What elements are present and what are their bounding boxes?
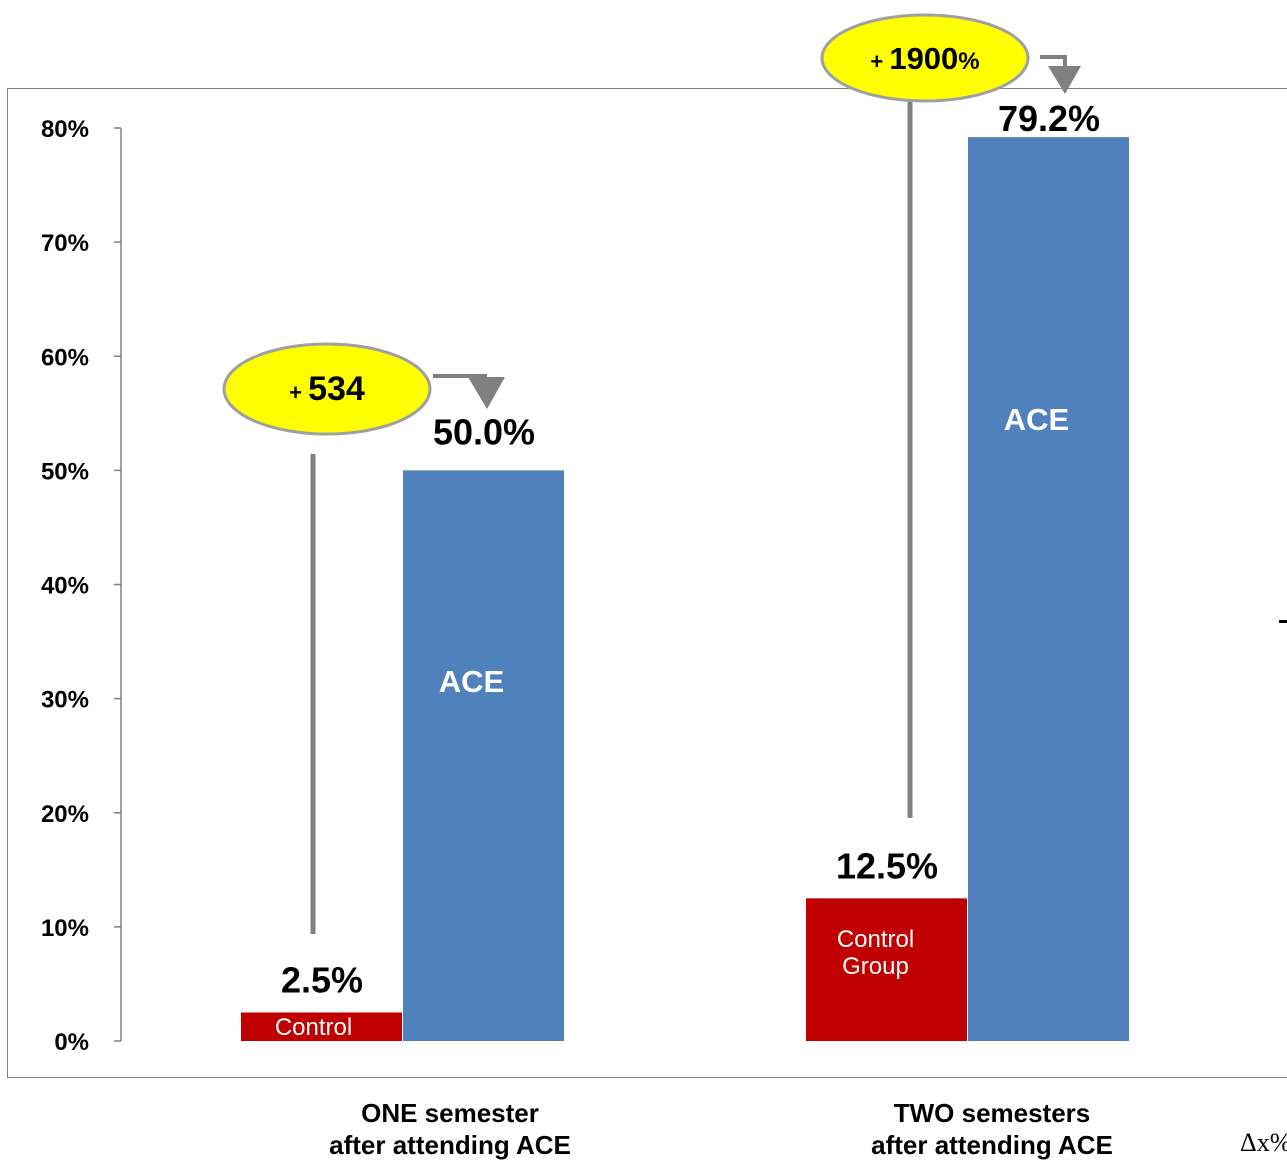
- ace-value-label: 50.0%: [433, 411, 535, 452]
- annotation-suffix: %: [958, 48, 979, 75]
- y-tick-label: 70%: [41, 230, 89, 257]
- annotation-text: + 1900%: [870, 41, 979, 76]
- control-bar-label: Group: [842, 953, 909, 980]
- annotation-sign: +: [870, 49, 889, 74]
- y-tick-label: 10%: [41, 915, 89, 942]
- y-tick-label: 80%: [41, 116, 89, 143]
- chart-frame: [7, 88, 1287, 1078]
- annotation-arrow-head: [468, 377, 505, 409]
- x-category-line: after attending ACE: [329, 1130, 571, 1160]
- y-tick-label: 60%: [41, 344, 89, 371]
- x-category-label-one-semester: ONE semester after attending ACE: [285, 1097, 615, 1161]
- ace-value-label: 79.2%: [998, 98, 1100, 139]
- control-bar: [241, 1012, 402, 1041]
- annotation-arrow-head: [1048, 66, 1081, 94]
- y-tick-label: 0%: [54, 1029, 89, 1056]
- ace-bar: [403, 470, 564, 1041]
- x-category-line: ONE semester: [361, 1098, 539, 1128]
- annotation-sign: +: [289, 380, 308, 405]
- annotation-bubble: [222, 342, 432, 436]
- control-value-label: 12.5%: [836, 845, 938, 886]
- y-tick-label: 30%: [41, 687, 89, 714]
- edge-dash-mark: [1279, 620, 1287, 623]
- control-bar: [806, 898, 967, 1041]
- annotation-bubble: [820, 13, 1030, 103]
- annotation-arrow-bracket: [1040, 55, 1067, 68]
- control-bar-label: Control: [275, 1014, 352, 1041]
- annotation-text: + 534: [289, 370, 365, 408]
- control-value-label: 2.5%: [281, 959, 363, 1000]
- annotation-value: 534: [308, 370, 365, 408]
- ace-bar: [968, 137, 1129, 1041]
- y-tick-label: 40%: [41, 573, 89, 600]
- ace-bar-label: ACE: [439, 664, 504, 699]
- x-category-label-two-semesters: TWO semesters after attending ACE: [827, 1097, 1157, 1161]
- ace-bar-label: ACE: [1004, 402, 1069, 437]
- x-category-line: after attending ACE: [871, 1130, 1113, 1160]
- y-tick-label: 20%: [41, 801, 89, 828]
- x-category-line: TWO semesters: [893, 1098, 1091, 1128]
- y-tick-label: 50%: [41, 458, 89, 485]
- annotation-value: 1900: [889, 41, 958, 76]
- control-bar-label: Control: [837, 926, 914, 953]
- corner-note: Δx%: [1240, 1128, 1287, 1157]
